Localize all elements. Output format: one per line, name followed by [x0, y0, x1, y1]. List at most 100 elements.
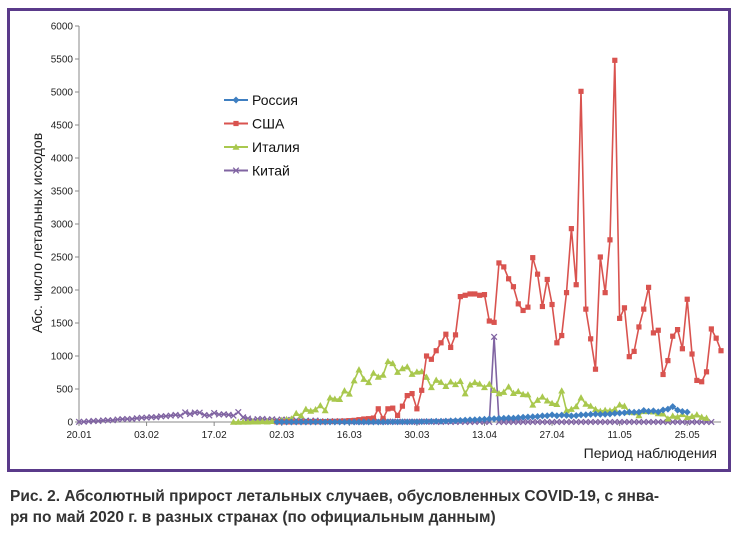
data-point	[408, 370, 416, 377]
data-point	[485, 380, 493, 387]
legend-label: Россия	[252, 92, 298, 108]
data-point	[467, 291, 473, 297]
data-point	[597, 418, 604, 426]
data-point	[104, 417, 112, 424]
data-point	[534, 418, 541, 426]
data-point	[75, 418, 83, 426]
data-point	[588, 336, 594, 342]
data-point	[365, 418, 373, 426]
data-point	[394, 418, 402, 426]
y-axis-label: Абс. число летальных исходов	[29, 133, 45, 333]
data-point	[389, 418, 397, 426]
data-point	[399, 403, 406, 409]
data-point	[534, 396, 542, 403]
data-point	[548, 418, 556, 426]
data-point	[509, 414, 517, 422]
chart-plot: 0 500 1000 1500 2000 2500 3000 3500 4000 4500 5000…	[29, 22, 724, 461]
data-point	[616, 409, 624, 417]
data-point	[601, 410, 609, 418]
data-point	[90, 417, 97, 425]
data-point	[693, 411, 701, 418]
data-point	[210, 409, 218, 417]
data-point	[148, 413, 155, 421]
data-point	[109, 417, 117, 424]
data-point	[374, 373, 382, 380]
data-point	[138, 414, 146, 422]
caption-line-1: Рис. 2. Абсолютный прирост летальных слу…	[10, 488, 659, 505]
data-point	[398, 364, 406, 372]
legend-item: Италия	[224, 139, 300, 155]
data-point	[385, 406, 391, 412]
data-point	[612, 57, 618, 63]
data-point	[529, 401, 537, 408]
data-point	[636, 324, 642, 330]
data-point	[379, 371, 387, 378]
y-tick-label: 0	[67, 418, 73, 429]
data-point	[577, 418, 585, 426]
data-point	[505, 414, 513, 422]
data-point	[684, 296, 690, 302]
data-point	[563, 418, 570, 426]
data-point	[689, 351, 695, 357]
legend-label: Китай	[252, 163, 290, 179]
data-point	[554, 340, 560, 346]
data-point	[530, 255, 536, 261]
data-point	[567, 405, 575, 412]
data-point	[128, 415, 136, 423]
data-point	[577, 411, 585, 419]
data-point	[597, 254, 603, 260]
data-point	[515, 301, 521, 307]
data-point	[472, 291, 478, 297]
data-point	[563, 411, 571, 419]
data-point	[543, 418, 551, 426]
data-point	[297, 418, 305, 426]
data-point	[480, 415, 488, 423]
y-tick-label: 4500	[51, 121, 74, 132]
data-point	[524, 413, 532, 421]
data-point	[249, 418, 257, 425]
data-point	[669, 412, 677, 419]
data-point	[559, 332, 565, 339]
y-tick-label: 1000	[51, 352, 74, 363]
legend-item: Россия	[224, 92, 298, 108]
data-point	[413, 368, 421, 375]
data-point	[553, 400, 561, 408]
data-point	[630, 418, 638, 426]
data-point	[506, 276, 512, 282]
data-point	[389, 359, 397, 367]
data-point	[621, 418, 628, 426]
x-tick-label: 11.05	[607, 430, 632, 441]
legend-item: Китай	[224, 163, 290, 179]
y-tick-label: 2500	[51, 253, 74, 264]
data-point	[538, 393, 546, 400]
data-point	[601, 406, 609, 413]
data-point	[718, 348, 724, 354]
data-point	[316, 418, 324, 426]
data-point	[495, 414, 503, 422]
data-point	[510, 418, 517, 426]
data-point	[519, 418, 527, 426]
legend-marker	[232, 167, 240, 174]
data-point	[331, 395, 339, 402]
figure-caption: Рис. 2. Абсолютный прирост летальных слу…	[10, 486, 732, 528]
data-point	[708, 326, 714, 332]
x-tick-label: 20.01	[66, 430, 91, 441]
data-point	[340, 387, 348, 394]
data-point	[591, 405, 599, 412]
data-point	[432, 417, 440, 425]
data-point	[678, 407, 686, 415]
x-axis-label: Период наблюдения	[584, 445, 717, 461]
data-point	[665, 358, 671, 364]
data-point	[491, 319, 497, 325]
data-point	[505, 383, 513, 390]
data-point	[587, 410, 595, 418]
data-point	[447, 378, 455, 385]
data-point	[616, 418, 623, 426]
data-point	[654, 418, 662, 426]
data-point	[524, 391, 532, 398]
y-tick-label: 4000	[51, 154, 74, 165]
data-point	[321, 406, 329, 414]
data-point	[509, 389, 517, 396]
data-point	[558, 418, 565, 426]
y-tick-label: 5000	[51, 88, 74, 99]
